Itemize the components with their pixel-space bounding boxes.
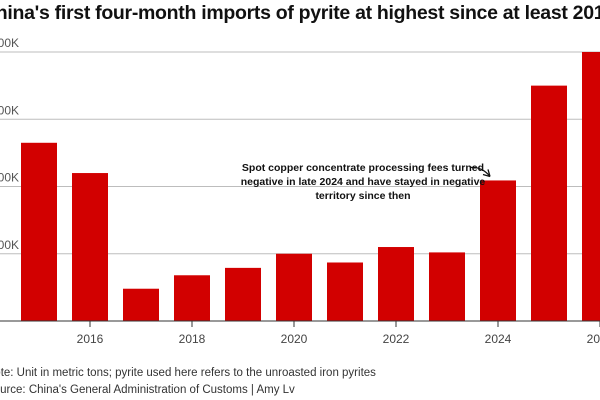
bar-2020 [276,253,312,321]
x-axis-labels: 2016 2018 2020 2022 2024 2026 [77,321,600,346]
bar-2018 [174,275,210,321]
bar-2016 [72,173,108,321]
y-tick-label: 300K [0,103,19,117]
x-tick-label: 2018 [179,332,206,346]
bar-2022 [378,247,414,321]
y-axis-labels: 100K 200K 300K 400K [0,36,19,252]
x-tick-label: 2024 [485,332,512,346]
source-note: Source: China's General Administration o… [0,384,295,396]
bar-2024 [480,180,516,321]
annotation-arrow [469,166,491,178]
unit-note: Note: Unit in metric tons; pyrite used h… [0,367,376,379]
annotation-text: Spot copper concentrate processing fees … [240,162,486,202]
x-tick-label: 2026 [587,332,600,346]
y-tick-label: 100K [0,238,19,252]
y-tick-label: 200K [0,171,19,185]
bar-2015 [21,142,57,321]
bar-2023 [429,252,465,321]
annotation-arrow-head [482,169,491,178]
x-tick-label: 2022 [383,332,410,346]
bars [21,52,600,321]
x-tick-label: 2020 [281,332,308,346]
x-tick-label: 2016 [77,332,104,346]
bar-2017 [123,288,159,321]
bar-2021 [327,262,363,321]
bar-2025 [531,85,567,321]
bar-2026 [582,52,600,321]
annotation-arrow-line [469,166,491,177]
y-tick-label: 400K [0,36,19,50]
chart-title: China's first four-month imports of pyri… [0,2,600,24]
bar-2019 [225,267,261,321]
